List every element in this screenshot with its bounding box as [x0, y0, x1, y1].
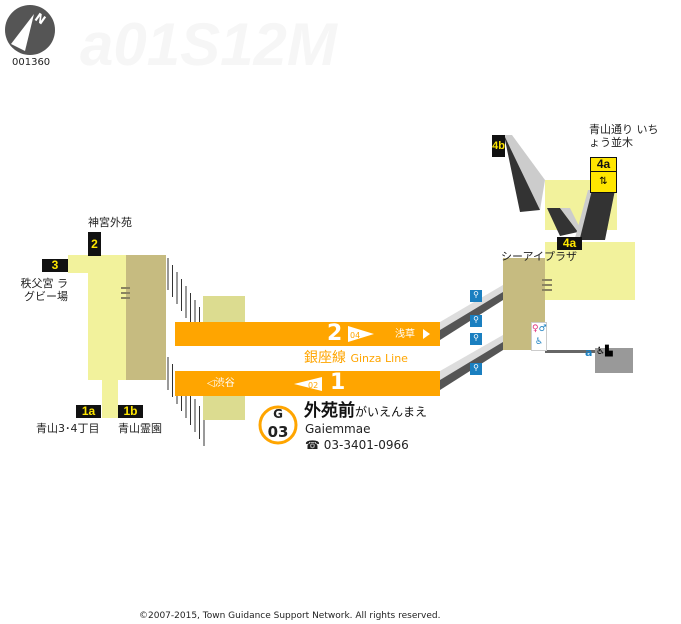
compass-code: 001360 [12, 57, 51, 68]
exit-1b[interactable]: 1b [118, 405, 143, 418]
exit-3-dest: 秩父宮 ラグビー場 [20, 277, 69, 303]
track-2-arrow [348, 326, 374, 342]
phone-number: 03-3401-0966 [323, 438, 409, 452]
line-name-jp: 銀座線 [304, 350, 346, 366]
concourse-stem [102, 378, 118, 418]
exit-4b[interactable]: 4b [492, 135, 505, 157]
escalator-icon: ⚲ [470, 363, 482, 375]
exit-2[interactable]: 2 [88, 232, 101, 256]
track-2-direction: 浅草 [395, 329, 415, 340]
escalator-icon: ⚲ [470, 333, 482, 345]
escalator-icon: ⚲ [470, 290, 482, 302]
exit-3[interactable]: 3 [42, 259, 68, 272]
track-1-code: 02 [308, 381, 319, 390]
track-2-code: 04 [350, 331, 361, 340]
elevator-icon: ⇅ [590, 171, 617, 193]
compass-icon: N [5, 5, 55, 55]
station-name-en: Gaiemmae [305, 422, 371, 436]
line-name: 銀座線 Ginza Line [304, 349, 408, 368]
exit-1a-dest: 青山3･4丁目 [36, 422, 100, 435]
watermark: a01S12M [80, 11, 337, 78]
badge-letter: G [273, 407, 283, 421]
wheelchair-icon: ♿▙ [596, 346, 613, 357]
exit-4a[interactable]: 4a [590, 157, 617, 172]
exit-1b-dest: 青山霊園 [118, 422, 162, 435]
escalator-icon: ⚲ [470, 315, 482, 327]
track-1-number: 1 [330, 370, 346, 395]
copyright: ©2007-2015, Town Guidance Support Networ… [139, 611, 441, 621]
station-phone: ☎ 03-3401-0966 [305, 438, 409, 452]
restroom-icon: ♀♂ ♿ [531, 322, 547, 351]
exit-2-dest: 神宮外苑 [88, 216, 132, 229]
exit-1a[interactable]: 1a [76, 405, 101, 418]
phone-icon: ☎ [305, 438, 320, 452]
track-1-direction-text: 渋谷 [214, 378, 235, 389]
station-name-kana: がいえんまえ [355, 405, 428, 419]
stairs-left-lower [167, 357, 205, 446]
track-2-number: 2 [327, 321, 343, 346]
elevator-a-label: a [585, 346, 593, 359]
concourse-left [88, 255, 128, 380]
badge-number: 03 [267, 423, 289, 441]
concourse-dark [126, 255, 166, 380]
exit-4a-lower[interactable]: 4a [557, 237, 582, 250]
track-1-arrow [294, 377, 322, 391]
station-name-jp: 外苑前 [304, 401, 355, 421]
station-name: 外苑前がいえんまえ [304, 401, 427, 422]
exit-4a-dest: 青山通り いちょう並木 [589, 123, 659, 149]
track-1-direction: ◁渋谷 [207, 378, 235, 389]
ci-plaza-label: シーアイプラザ [501, 250, 578, 263]
station-number-badge [258, 405, 298, 445]
track-2-bar [175, 322, 440, 346]
line-name-en: Ginza Line [350, 352, 408, 365]
